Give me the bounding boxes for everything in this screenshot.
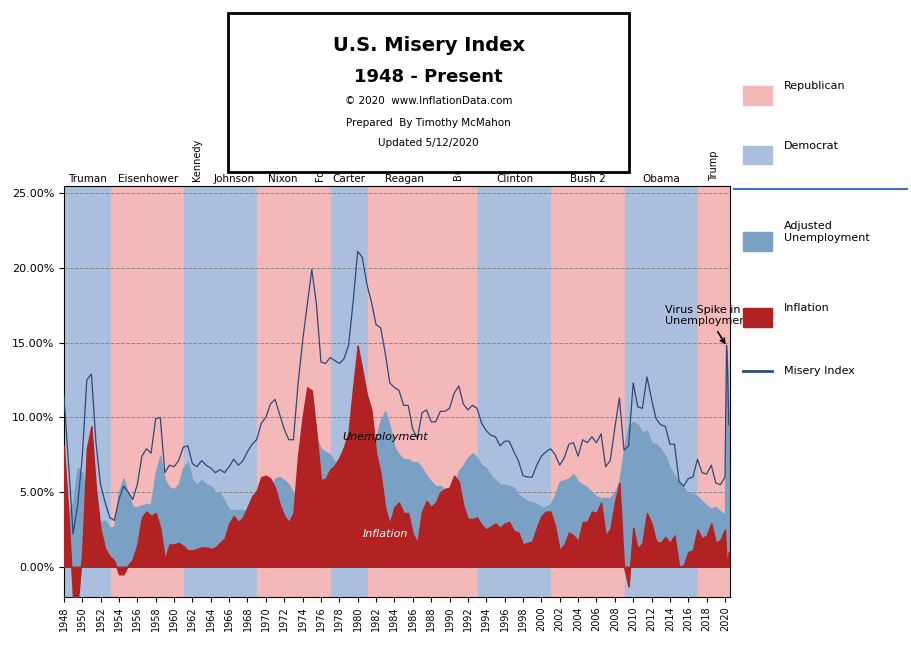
Text: Carter: Carter	[333, 174, 365, 184]
Text: Bush 2: Bush 2	[569, 174, 605, 184]
Text: Democrat: Democrat	[783, 141, 838, 151]
Text: Truman: Truman	[68, 174, 107, 184]
Text: Eisenhower: Eisenhower	[118, 174, 178, 184]
Text: Clinton: Clinton	[496, 174, 533, 184]
Bar	[309, 186, 331, 597]
Bar	[210, 186, 257, 597]
Text: Updated 5/12/2020: Updated 5/12/2020	[378, 138, 478, 148]
Bar	[624, 186, 698, 597]
Text: Johnson: Johnson	[213, 174, 254, 184]
Text: Nixon: Nixon	[268, 174, 298, 184]
Bar	[257, 186, 309, 597]
Text: Ford: Ford	[314, 160, 324, 181]
Bar	[64, 186, 111, 597]
Text: Unemployment: Unemployment	[342, 432, 427, 442]
Text: Misery Index: Misery Index	[783, 366, 855, 377]
Text: Inflation: Inflation	[783, 303, 829, 314]
Text: Obama: Obama	[642, 174, 680, 184]
Text: 1948 - Present: 1948 - Present	[354, 68, 502, 86]
Bar	[698, 186, 729, 597]
Bar	[111, 186, 184, 597]
Text: Reagan: Reagan	[384, 174, 424, 184]
Bar	[550, 186, 624, 597]
Text: Republican: Republican	[783, 81, 845, 91]
Bar	[477, 186, 550, 597]
Text: Adjusted
Unemployment: Adjusted Unemployment	[783, 221, 869, 243]
Bar	[331, 186, 367, 597]
Text: Virus Spike in
Unemployment: Virus Spike in Unemployment	[665, 305, 751, 343]
Text: U.S. Misery Index: U.S. Misery Index	[333, 36, 524, 56]
Text: © 2020  www.InflationData.com: © 2020 www.InflationData.com	[344, 96, 512, 106]
Text: Inflation: Inflation	[363, 529, 407, 539]
Text: Trump: Trump	[708, 151, 718, 181]
Bar	[184, 186, 210, 597]
Text: Prepared  By Timothy McMahon: Prepared By Timothy McMahon	[346, 118, 510, 128]
Text: Bush 1: Bush 1	[454, 148, 464, 181]
Text: Kennedy: Kennedy	[192, 139, 201, 181]
Bar	[441, 186, 477, 597]
Bar	[367, 186, 441, 597]
